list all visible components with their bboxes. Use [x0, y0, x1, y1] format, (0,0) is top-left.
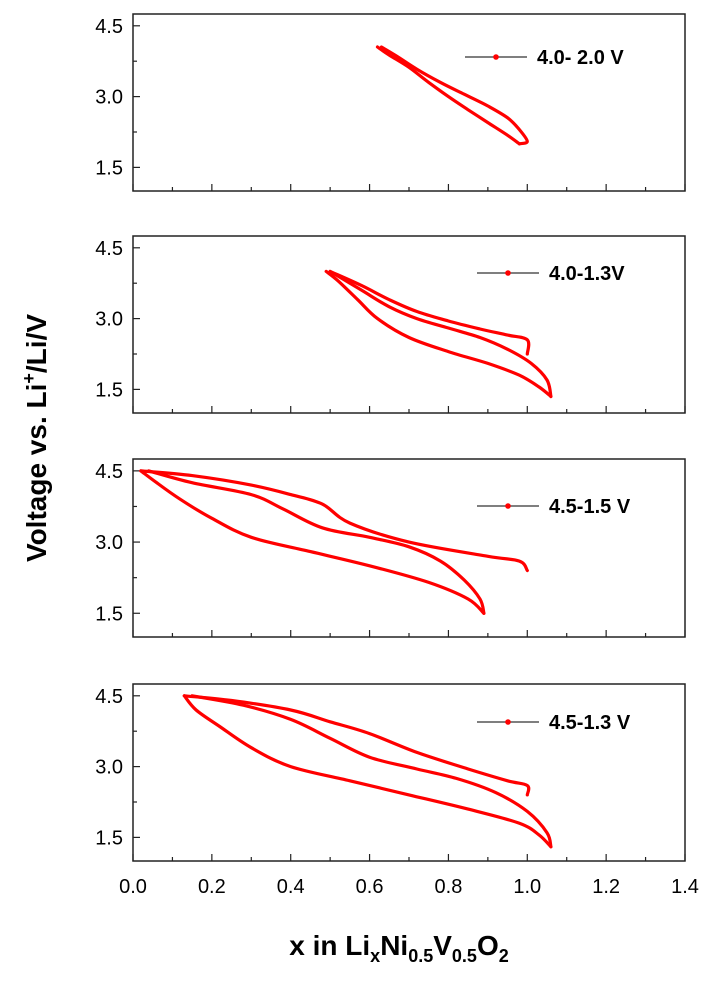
x-tick-label: 0.4 [277, 876, 305, 898]
x-tick-label: 0.6 [356, 876, 384, 898]
y-tick-label: 3.0 [95, 309, 123, 331]
curve-discharge [182, 694, 553, 849]
x-tick-label: 0.0 [119, 876, 147, 898]
legend-label: 4.5-1.3 V [549, 712, 631, 734]
panel-1: 1.5 3.0 4.5 4.0- 2.0 V [95, 13, 686, 192]
y-tick-label: 1.5 [95, 603, 123, 625]
curve-charge [190, 694, 553, 849]
x-tick-label: 0.8 [435, 876, 463, 898]
x-tick-label: 1.2 [592, 876, 620, 898]
plot-frame [132, 683, 686, 862]
legend: 4.5-1.3 V [477, 712, 631, 734]
y-tick-label: 4.5 [95, 238, 123, 260]
y-tick-label: 3.0 [95, 757, 123, 779]
panel-4: 1.5 3.0 4.5 4.5-1.3 V [95, 683, 686, 862]
y-tick-label: 4.5 [95, 686, 123, 708]
legend: 4.0- 2.0 V [465, 47, 624, 69]
legend-label: 4.5-1.5 V [549, 496, 631, 518]
legend-marker [505, 270, 511, 276]
y-tick-label: 1.5 [95, 157, 123, 179]
plot-frame [132, 13, 686, 192]
legend: 4.0-1.3V [477, 263, 625, 285]
y-tick-label: 4.5 [95, 461, 123, 483]
legend-marker [505, 719, 511, 725]
curve-charge [328, 269, 553, 399]
curve-tail [182, 694, 531, 797]
curve-discharge [324, 269, 553, 399]
y-tick-label: 4.5 [95, 16, 123, 38]
x-tick-label: 1.0 [513, 876, 541, 898]
legend-marker [493, 54, 499, 60]
curve-discharge [139, 469, 486, 615]
legend-label: 4.0-1.3V [549, 263, 625, 285]
curve-tail [139, 469, 529, 573]
y-tick-label: 3.0 [95, 87, 123, 109]
panel-3: 1.5 3.0 4.5 4.5-1.5 V [95, 458, 686, 638]
curve-tail [328, 269, 531, 356]
x-tick-label: 1.4 [671, 876, 699, 898]
y-tick-label: 3.0 [95, 532, 123, 554]
curve-charge [379, 45, 529, 146]
legend-marker [505, 503, 511, 509]
curve-discharge [375, 45, 521, 146]
panel-2: 1.5 3.0 4.5 4.0-1.3V [95, 235, 686, 414]
y-tick-label: 1.5 [95, 379, 123, 401]
curve-charge [147, 469, 486, 615]
x-axis-title: x in LixNi0.5V0.5O2 [289, 930, 508, 966]
y-axis-title: Voltage vs. Li+/Li/V [19, 314, 52, 562]
x-tick-label: 0.2 [198, 876, 226, 898]
y-tick-label: 1.5 [95, 827, 123, 849]
legend: 4.5-1.5 V [477, 496, 631, 518]
legend-label: 4.0- 2.0 V [537, 47, 624, 69]
